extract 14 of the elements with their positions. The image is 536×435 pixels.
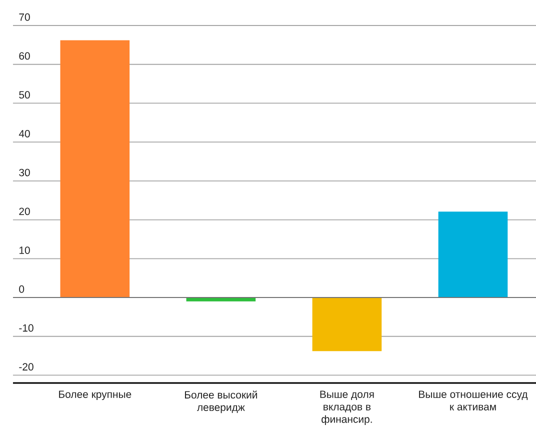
y-tick-label: 60 <box>19 52 30 60</box>
y-tick-label: 70 <box>19 13 30 21</box>
y-tick-label: 10 <box>19 246 30 254</box>
y-tick-label: 30 <box>19 168 30 176</box>
y-tick-label: -20 <box>19 363 34 371</box>
y-tick-label: -10 <box>19 324 34 332</box>
y-tick-label: 40 <box>18 130 30 138</box>
y-tick-label: 20 <box>19 208 30 216</box>
x-tick-label: Более высокий леверидж <box>185 390 258 414</box>
y-tick-label: 0 <box>19 285 24 293</box>
y-tick-label: 50 <box>19 91 30 99</box>
x-tick-label: Выше отношение ссуд к активам <box>419 390 528 410</box>
x-tick-label: Выше доля вкладов в финансир. <box>320 390 374 425</box>
x-tick-label: Более крупные <box>59 390 132 400</box>
